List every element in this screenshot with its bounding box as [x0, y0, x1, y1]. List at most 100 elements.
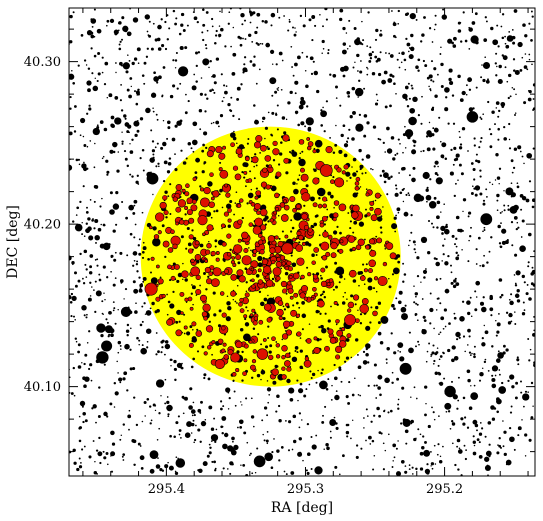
- field-star-point: [85, 222, 88, 225]
- field-star-point: [374, 38, 378, 41]
- field-star-point: [340, 269, 343, 272]
- plot-frame: [68, 7, 536, 477]
- field-star-point: [225, 316, 231, 322]
- field-star-point: [186, 24, 189, 27]
- field-star-point: [73, 394, 76, 397]
- cluster-member-point: [221, 241, 227, 247]
- field-star-point: [271, 277, 275, 281]
- field-star-point: [528, 90, 532, 94]
- cluster-member-point: [287, 287, 294, 294]
- field-star-point: [150, 92, 157, 98]
- field-star-point: [433, 327, 435, 330]
- field-star-point: [404, 12, 409, 17]
- field-star-point: [368, 59, 372, 63]
- field-star-point: [95, 421, 97, 424]
- field-star-point: [523, 405, 525, 408]
- field-star-point: [469, 296, 472, 299]
- cluster-member-point: [181, 188, 186, 193]
- field-star-point: [167, 195, 170, 198]
- field-star-point: [164, 402, 167, 405]
- cluster-member-point: [175, 221, 179, 226]
- field-star-point: [324, 229, 327, 232]
- field-star-point: [157, 165, 160, 168]
- cluster-member-point: [230, 290, 237, 297]
- field-star-point: [207, 181, 213, 187]
- field-star-point: [511, 385, 515, 389]
- cluster-member-point: [227, 208, 232, 213]
- field-star-point: [380, 231, 383, 234]
- field-star-point: [460, 417, 464, 421]
- field-star-point: [197, 428, 201, 432]
- field-star-point: [225, 85, 228, 87]
- cluster-member-point: [281, 261, 286, 266]
- field-star-point: [146, 346, 149, 349]
- field-star-point: [95, 241, 97, 244]
- cluster-member-point: [272, 148, 280, 156]
- field-star-point: [524, 34, 528, 38]
- field-star-point: [294, 80, 299, 85]
- field-star-point: [375, 305, 379, 310]
- field-star-point: [72, 220, 75, 223]
- field-star-point: [326, 208, 329, 211]
- field-star-point: [379, 393, 382, 397]
- cluster-member-point: [268, 354, 274, 361]
- field-star-point: [428, 74, 433, 79]
- field-star-point: [322, 48, 325, 50]
- field-star-point: [450, 148, 453, 152]
- field-star-point: [126, 31, 132, 37]
- field-star-point: [510, 293, 513, 296]
- cluster-member-point: [279, 202, 286, 208]
- field-star-point: [204, 110, 207, 113]
- field-star-point: [309, 56, 314, 61]
- field-star-point: [236, 350, 240, 354]
- field-star-point: [382, 206, 384, 208]
- field-star-point: [123, 114, 127, 118]
- field-star-point: [83, 314, 86, 317]
- cluster-member-point: [285, 329, 293, 336]
- cluster-member-point: [335, 345, 343, 353]
- field-star-point: [299, 152, 302, 155]
- field-star-point: [83, 144, 87, 147]
- cluster-member-point: [187, 248, 194, 254]
- field-star-point: [491, 110, 495, 114]
- field-star-point: [180, 437, 182, 439]
- field-star-point: [399, 356, 405, 362]
- cluster-member-point: [296, 331, 302, 337]
- field-star-point: [397, 350, 399, 352]
- field-star-point: [195, 294, 198, 296]
- field-star-point: [126, 164, 130, 168]
- field-star-point: [319, 380, 328, 390]
- cluster-member-point: [312, 274, 319, 280]
- field-star-point: [271, 111, 275, 115]
- field-star-point: [288, 20, 291, 23]
- field-star-point: [94, 460, 96, 463]
- field-star-point: [313, 70, 319, 76]
- field-star-point: [410, 396, 412, 398]
- field-star-point: [70, 292, 74, 296]
- field-star-point: [494, 123, 496, 126]
- field-star-point: [270, 49, 275, 54]
- field-star-point: [77, 64, 80, 67]
- field-star-point: [136, 260, 139, 263]
- cluster-member-point: [157, 278, 164, 285]
- field-star-point: [461, 249, 463, 251]
- field-star-point: [455, 215, 460, 220]
- field-star-point: [345, 430, 350, 435]
- cluster-member-point: [255, 135, 263, 143]
- field-star-point: [507, 379, 510, 383]
- field-star-point: [213, 417, 216, 420]
- field-star-point: [467, 311, 471, 316]
- cluster-member-point: [236, 269, 244, 277]
- cluster-member-point: [179, 291, 185, 297]
- field-star-point: [77, 350, 80, 354]
- field-star-point: [444, 288, 450, 294]
- cluster-member-point: [347, 308, 352, 313]
- field-star-point: [250, 14, 252, 17]
- field-star-point: [121, 142, 124, 145]
- cluster-member-point: [252, 252, 257, 258]
- field-star-point: [501, 36, 505, 40]
- field-star-point: [482, 113, 485, 115]
- field-star-point: [335, 323, 338, 326]
- field-star-point: [102, 313, 104, 316]
- field-star-point: [533, 329, 535, 332]
